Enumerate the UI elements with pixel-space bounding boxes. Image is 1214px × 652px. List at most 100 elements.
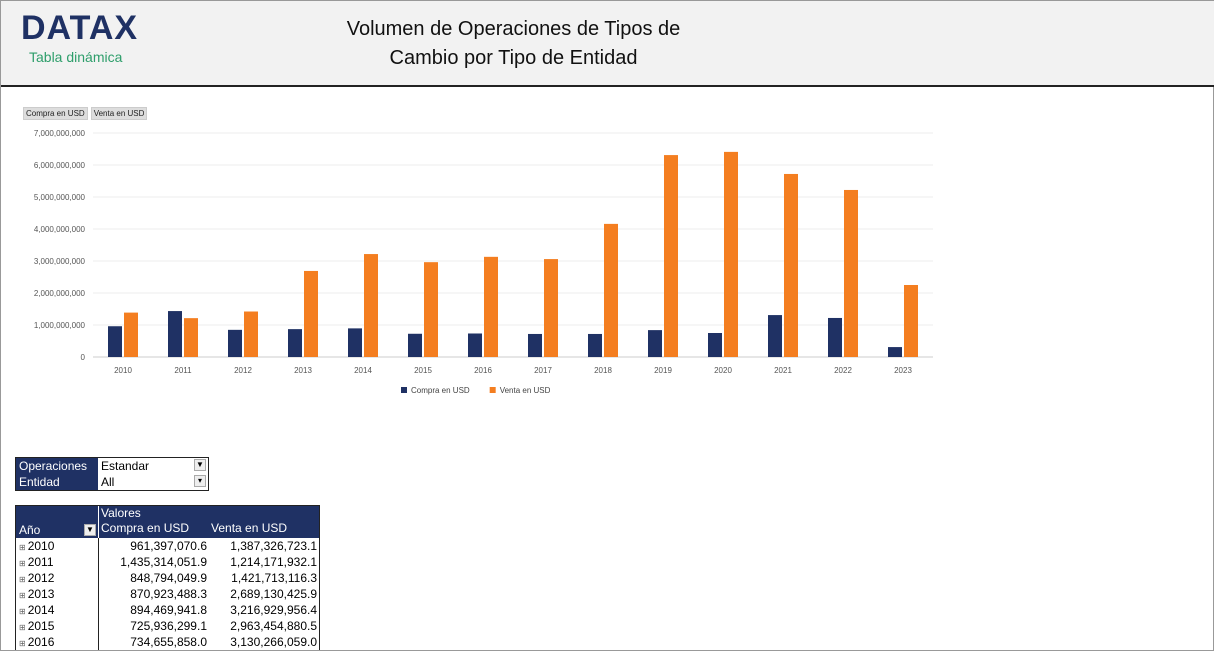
bar-venta-2012[interactable] <box>244 311 258 357</box>
year-cell[interactable]: ⊞ 2013 <box>16 586 99 602</box>
x-tick-label: 2019 <box>654 366 672 375</box>
pivot-rows: ⊞ 2010 961,397,070.6 1,387,326,723.1 ⊞ 2011 1,… <box>16 538 319 650</box>
bar-venta-2017[interactable] <box>544 259 558 357</box>
bar-compra-2012[interactable] <box>228 329 242 357</box>
bar-compra-2020[interactable] <box>708 333 722 357</box>
bar-venta-2021[interactable] <box>784 173 798 357</box>
venta-cell: 3,216,929,956.4 <box>230 603 317 617</box>
filter-value-text: Estandar <box>101 459 150 473</box>
bar-venta-2016[interactable] <box>484 256 498 357</box>
bar-venta-2014[interactable] <box>364 254 378 357</box>
year-cell[interactable]: ⊞ 2016 <box>16 634 99 650</box>
values-label: Valores <box>101 506 141 520</box>
year-cell[interactable]: ⊞ 2011 <box>16 554 99 570</box>
datax-logo: DATAX <box>21 9 139 47</box>
title-line-1: Volumen de Operaciones de Tipos de <box>346 18 681 40</box>
row-header: Año ▼ <box>16 506 99 538</box>
pivot-table: Año ▼ Valores Compra en USD Venta en USD ⊞… <box>15 505 320 650</box>
filter-label: Entidad <box>16 474 98 490</box>
col-venta: Venta en USD <box>211 521 288 535</box>
year-cell[interactable]: ⊞ 2012 <box>16 570 99 586</box>
filter-value[interactable]: Estandar ▼ <box>98 458 208 474</box>
chart-field-buttons: Compra en USD Venta en USD <box>23 107 148 120</box>
y-tick-label: 3,000,000,000 <box>34 257 86 266</box>
x-tick-label: 2021 <box>774 366 792 375</box>
bar-compra-2013[interactable] <box>288 329 302 357</box>
year: 2015 <box>27 619 55 633</box>
year: 2014 <box>27 603 55 617</box>
bar-compra-2023[interactable] <box>888 347 902 357</box>
compra-cell: 894,469,941.8 <box>130 603 207 617</box>
bar-compra-2010[interactable] <box>108 326 122 357</box>
expand-icon[interactable]: ⊞ <box>19 591 26 600</box>
expand-icon[interactable]: ⊞ <box>19 607 26 616</box>
filter-icon[interactable]: ▼ <box>84 524 96 536</box>
bar-chart: 0 1,000,000,000 2,000,000,000 3,000,000,000… <box>34 129 933 395</box>
x-tick-label: 2017 <box>534 366 552 375</box>
filter-entidad: Entidad All ▾ <box>16 474 208 490</box>
bar-compra-2018[interactable] <box>588 333 602 357</box>
table-row: ⊞ 2013 870,923,488.3 2,689,130,425.9 <box>16 586 319 602</box>
compra-cell: 725,936,299.1 <box>130 619 207 633</box>
page-title: Volumen de Operaciones de Tipos de Cambi… <box>301 15 726 73</box>
y-tick-label: 6,000,000,000 <box>34 161 86 170</box>
venta-cell: 1,387,326,723.1 <box>230 539 317 553</box>
bar-compra-2017[interactable] <box>528 333 542 357</box>
bar-venta-2011[interactable] <box>184 318 198 357</box>
bar-compra-2014[interactable] <box>348 328 362 357</box>
expand-icon[interactable]: ⊞ <box>19 623 26 632</box>
compra-cell: 734,655,858.0 <box>130 635 207 649</box>
table-row: ⊞ 2015 725,936,299.1 2,963,454,880.5 <box>16 618 319 634</box>
filter-value[interactable]: All ▾ <box>98 474 208 490</box>
year-cell[interactable]: ⊞ 2015 <box>16 618 99 634</box>
y-tick-label: 2,000,000,000 <box>34 289 86 298</box>
bar-venta-2020[interactable] <box>724 151 738 357</box>
header: DATAX Tabla dinámica Volumen de Operacio… <box>1 1 1214 87</box>
bar-venta-2013[interactable] <box>304 270 318 357</box>
bar-compra-2016[interactable] <box>468 333 482 357</box>
bar-compra-2022[interactable] <box>828 317 842 357</box>
y-tick-label: 4,000,000,000 <box>34 225 86 234</box>
pivot-header: Año ▼ Valores Compra en USD Venta en USD <box>16 506 319 538</box>
filter-applied-icon[interactable]: ▼ <box>194 459 206 471</box>
year: 2010 <box>27 539 55 553</box>
x-tick-label: 2010 <box>114 366 132 375</box>
col-compra: Compra en USD <box>101 521 190 535</box>
legend-swatch-compra <box>401 387 407 393</box>
y-tick-label: 1,000,000,000 <box>34 321 86 330</box>
bar-venta-2019[interactable] <box>664 155 678 357</box>
chevron-down-icon[interactable]: ▾ <box>194 475 206 487</box>
bar-compra-2019[interactable] <box>648 330 662 357</box>
bar-compra-2015[interactable] <box>408 333 422 357</box>
bar-venta-2023[interactable] <box>904 285 918 357</box>
bar-venta-2015[interactable] <box>424 262 438 357</box>
venta-cell: 3,130,266,059.0 <box>230 635 317 649</box>
table-row: ⊞ 2016 734,655,858.0 3,130,266,059.0 <box>16 634 319 650</box>
y-tick-label: 0 <box>81 353 86 362</box>
x-tick-label: 2014 <box>354 366 372 375</box>
year-cell[interactable]: ⊞ 2010 <box>16 538 99 554</box>
year: 2012 <box>27 571 55 585</box>
bar-venta-2018[interactable] <box>604 223 618 357</box>
filter-label: Operaciones <box>16 458 98 474</box>
field-button-compra[interactable]: Compra en USD <box>23 107 88 120</box>
table-row: ⊞ 2012 848,794,049.9 1,421,713,116.3 <box>16 570 319 586</box>
year: 2016 <box>27 635 55 649</box>
legend-swatch-venta <box>489 387 496 393</box>
year-cell[interactable]: ⊞ 2014 <box>16 602 99 618</box>
expand-icon[interactable]: ⊞ <box>19 559 26 568</box>
field-button-venta[interactable]: Venta en USD <box>90 107 148 120</box>
y-tick-label: 7,000,000,000 <box>34 129 86 138</box>
x-tick-label: 2023 <box>894 366 912 375</box>
x-tick-label: 2011 <box>174 366 192 375</box>
year: 2013 <box>27 587 55 601</box>
expand-icon[interactable]: ⊞ <box>19 543 26 552</box>
venta-cell: 1,214,171,932.1 <box>230 555 317 569</box>
bar-compra-2021[interactable] <box>768 315 782 357</box>
bar-venta-2022[interactable] <box>844 189 858 357</box>
x-tick-label: 2022 <box>834 366 852 375</box>
expand-icon[interactable]: ⊞ <box>19 639 26 648</box>
expand-icon[interactable]: ⊞ <box>19 575 26 584</box>
bar-compra-2011[interactable] <box>168 311 182 357</box>
bar-venta-2010[interactable] <box>124 312 138 357</box>
